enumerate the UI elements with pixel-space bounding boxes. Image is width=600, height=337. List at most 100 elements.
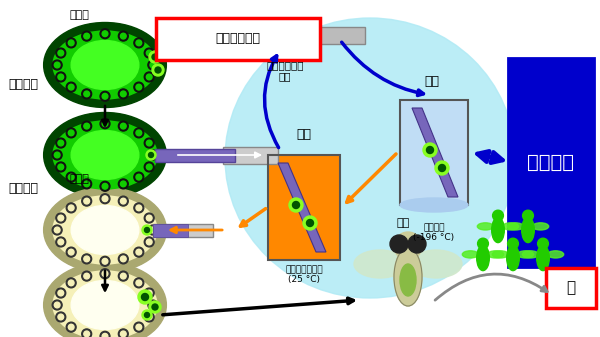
Ellipse shape <box>225 18 515 298</box>
Ellipse shape <box>44 187 166 273</box>
Circle shape <box>56 72 66 82</box>
Circle shape <box>82 329 92 337</box>
Circle shape <box>427 147 433 153</box>
Circle shape <box>136 324 142 330</box>
FancyBboxPatch shape <box>255 27 310 44</box>
Circle shape <box>144 288 154 298</box>
Circle shape <box>390 235 408 253</box>
Ellipse shape <box>517 251 534 258</box>
Circle shape <box>68 324 74 330</box>
Circle shape <box>118 179 128 189</box>
Circle shape <box>146 215 152 221</box>
Circle shape <box>54 302 60 308</box>
Circle shape <box>146 290 152 296</box>
Ellipse shape <box>44 263 166 337</box>
Circle shape <box>100 29 110 39</box>
Circle shape <box>118 121 128 131</box>
Circle shape <box>58 74 64 80</box>
Ellipse shape <box>53 271 157 337</box>
Ellipse shape <box>44 23 166 108</box>
Circle shape <box>82 271 92 281</box>
Circle shape <box>293 202 299 209</box>
Circle shape <box>134 203 144 213</box>
Circle shape <box>144 162 154 172</box>
Circle shape <box>121 256 126 262</box>
Circle shape <box>121 123 126 129</box>
Circle shape <box>58 239 64 245</box>
Ellipse shape <box>71 280 139 330</box>
Circle shape <box>56 162 66 172</box>
Circle shape <box>118 271 128 281</box>
Circle shape <box>148 150 158 160</box>
Circle shape <box>102 31 108 37</box>
Circle shape <box>68 84 74 90</box>
Circle shape <box>144 237 154 247</box>
Circle shape <box>66 203 76 213</box>
Circle shape <box>435 161 449 175</box>
Text: 凍結保護剤と
混合: 凍結保護剤と 混合 <box>266 60 304 82</box>
Circle shape <box>270 30 280 40</box>
Circle shape <box>56 48 66 58</box>
Circle shape <box>538 238 548 249</box>
Circle shape <box>68 280 74 286</box>
Ellipse shape <box>71 40 139 90</box>
Circle shape <box>142 294 149 301</box>
Circle shape <box>272 32 277 37</box>
Circle shape <box>148 225 158 235</box>
Circle shape <box>150 302 156 308</box>
Circle shape <box>56 312 66 322</box>
Circle shape <box>68 174 74 180</box>
Circle shape <box>146 74 152 80</box>
Circle shape <box>136 130 142 136</box>
Circle shape <box>146 314 152 320</box>
Circle shape <box>118 254 128 264</box>
Circle shape <box>84 198 89 204</box>
Circle shape <box>145 227 149 233</box>
Circle shape <box>152 54 158 60</box>
Polygon shape <box>278 163 326 252</box>
Circle shape <box>100 331 110 337</box>
Circle shape <box>56 288 66 298</box>
Ellipse shape <box>508 223 523 230</box>
Circle shape <box>54 62 60 68</box>
Ellipse shape <box>394 248 422 306</box>
Circle shape <box>150 227 156 233</box>
FancyBboxPatch shape <box>223 147 278 164</box>
Ellipse shape <box>53 196 157 264</box>
Circle shape <box>56 237 66 247</box>
Ellipse shape <box>44 113 166 197</box>
Circle shape <box>82 121 92 131</box>
Circle shape <box>136 280 142 286</box>
Ellipse shape <box>71 130 139 180</box>
Ellipse shape <box>354 250 406 278</box>
FancyBboxPatch shape <box>508 58 594 267</box>
Ellipse shape <box>506 245 519 271</box>
Ellipse shape <box>533 223 549 230</box>
Ellipse shape <box>478 223 493 230</box>
Circle shape <box>84 33 89 39</box>
Ellipse shape <box>53 31 157 99</box>
Circle shape <box>149 153 154 157</box>
Circle shape <box>58 314 64 320</box>
Ellipse shape <box>522 251 539 258</box>
Text: 初期胚: 初期胚 <box>70 174 90 184</box>
Text: 始原生殖細胞: 始原生殖細胞 <box>215 32 260 45</box>
Circle shape <box>155 67 161 73</box>
Circle shape <box>478 238 488 249</box>
Circle shape <box>134 322 144 332</box>
Circle shape <box>136 40 142 46</box>
Circle shape <box>66 82 76 92</box>
Circle shape <box>144 213 154 223</box>
Circle shape <box>102 93 108 99</box>
Circle shape <box>146 164 152 170</box>
Circle shape <box>508 238 518 249</box>
Circle shape <box>52 150 62 160</box>
Circle shape <box>84 273 89 279</box>
Text: シリコンオイル
(25 °C): シリコンオイル (25 °C) <box>285 265 323 284</box>
Circle shape <box>66 278 76 288</box>
Ellipse shape <box>400 264 416 296</box>
Text: 融解: 融解 <box>296 128 311 141</box>
Circle shape <box>82 179 92 189</box>
Text: ドナー胚: ドナー胚 <box>8 78 38 91</box>
Circle shape <box>100 119 110 129</box>
